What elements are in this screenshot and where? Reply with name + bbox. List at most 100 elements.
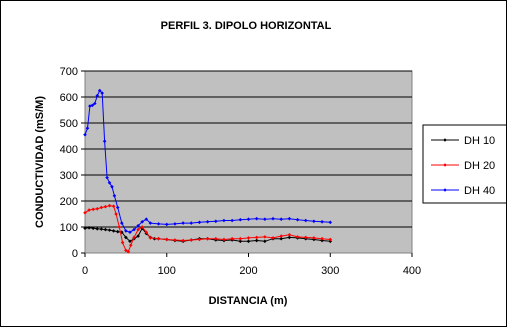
y-tick-label: 0 <box>72 248 78 260</box>
data-point-dh-20 <box>111 204 116 208</box>
data-point-dh-10 <box>263 239 267 244</box>
data-point-dh-10 <box>111 229 116 233</box>
data-point-dh-40 <box>97 88 102 93</box>
y-tick-label: 600 <box>60 92 78 104</box>
data-point-dh-40 <box>287 216 292 221</box>
x-tick-label: 200 <box>239 265 257 277</box>
y-tick-label: 400 <box>60 144 78 156</box>
data-point-dh-40 <box>312 219 316 224</box>
data-point-dh-20 <box>312 236 316 240</box>
x-tick-label: 100 <box>158 265 176 277</box>
data-point-dh-20 <box>136 227 140 232</box>
data-point-dh-40 <box>102 139 107 143</box>
data-point-dh-20 <box>140 225 145 229</box>
data-point-dh-10 <box>87 225 91 230</box>
data-point-dh-40 <box>95 93 100 98</box>
series-layer <box>83 88 333 254</box>
data-point-dh-40 <box>303 218 308 223</box>
y-tick-label: 300 <box>60 170 78 182</box>
data-point-dh-20 <box>117 225 122 229</box>
data-point-dh-20 <box>87 208 91 212</box>
data-point-dh-40 <box>105 175 109 180</box>
data-point-dh-20 <box>156 236 161 241</box>
legend: DH 10 DH 20 DH 40 <box>422 124 506 204</box>
data-point-dh-20 <box>254 235 259 240</box>
data-point-dh-20 <box>120 240 125 245</box>
data-point-dh-40 <box>115 205 120 210</box>
data-point-dh-10 <box>99 227 104 231</box>
data-point-dh-20 <box>197 237 202 242</box>
data-point-dh-40 <box>279 217 283 221</box>
data-point-dh-40 <box>197 220 202 225</box>
data-point-dh-10 <box>279 236 283 241</box>
data-point-dh-40 <box>222 218 226 223</box>
data-point-dh-40 <box>93 101 97 106</box>
data-point-dh-20 <box>320 236 324 241</box>
legend-label: DH 40 <box>464 185 495 197</box>
data-point-dh-10 <box>136 234 140 238</box>
y-tick-label: 500 <box>60 118 78 130</box>
data-point-dh-10 <box>128 239 132 244</box>
data-point-dh-40 <box>83 132 87 137</box>
data-point-dh-10 <box>95 227 100 231</box>
data-point-dh-20 <box>114 212 118 216</box>
data-point-dh-40 <box>320 220 324 224</box>
data-point-dh-20 <box>279 234 283 238</box>
legend-label: DH 10 <box>464 135 495 147</box>
data-point-dh-20 <box>238 236 243 241</box>
data-point-dh-40 <box>238 217 243 222</box>
data-point-dh-40 <box>140 220 145 224</box>
data-point-dh-20 <box>107 203 112 208</box>
data-point-dh-40 <box>90 103 95 108</box>
plot-area <box>84 70 413 254</box>
data-point-dh-10 <box>328 239 333 244</box>
y-axis-ticks: 0 100 200 300 400 500 600 700 <box>60 66 85 260</box>
data-point-dh-20 <box>173 238 177 242</box>
data-point-dh-10 <box>91 226 95 231</box>
data-point-dh-20 <box>189 238 194 242</box>
data-point-dh-20 <box>144 230 149 234</box>
data-point-dh-20 <box>303 235 308 240</box>
data-point-dh-40 <box>205 220 210 224</box>
data-point-dh-20 <box>214 236 218 241</box>
data-point-dh-20 <box>230 236 234 241</box>
x-axis-ticks: 0 100 200 300 400 <box>82 253 421 277</box>
data-point-dh-20 <box>83 210 87 215</box>
legend-swatch-marker <box>443 138 447 142</box>
data-point-dh-20 <box>95 207 100 211</box>
data-point-dh-40 <box>128 230 132 234</box>
data-point-dh-10 <box>238 239 243 244</box>
data-point-dh-10 <box>246 239 251 244</box>
data-point-dh-20 <box>263 235 267 239</box>
legend-item-dh-20: DH 20 <box>431 160 495 172</box>
data-point-dh-20 <box>99 205 104 210</box>
data-point-dh-20 <box>295 235 300 239</box>
x-axis-label: DISTANCIA (m) <box>209 295 288 307</box>
data-point-dh-20 <box>205 236 210 241</box>
data-point-dh-40 <box>189 221 194 225</box>
data-point-dh-10 <box>320 238 324 243</box>
data-point-dh-40 <box>181 221 185 225</box>
data-point-dh-20 <box>271 236 275 240</box>
data-point-dh-40 <box>136 223 140 228</box>
data-point-dh-40 <box>164 222 169 227</box>
x-tick-label: 0 <box>82 265 88 277</box>
data-point-dh-40 <box>246 217 251 221</box>
y-axis-label: CONDUCTIVIDAD (mS/M) <box>34 96 46 228</box>
data-point-dh-40 <box>112 194 117 198</box>
legend-swatch-marker <box>443 188 447 192</box>
data-point-dh-40 <box>119 221 124 225</box>
data-point-dh-20 <box>328 237 333 242</box>
data-point-dh-40 <box>100 91 104 95</box>
data-point-dh-20 <box>246 236 251 240</box>
data-point-dh-10 <box>83 226 87 231</box>
y-tick-label: 700 <box>60 66 78 78</box>
data-point-dh-20 <box>128 243 133 247</box>
data-point-dh-40 <box>295 217 300 222</box>
grid-lines <box>85 70 412 228</box>
data-point-dh-10 <box>287 235 292 240</box>
x-tick-label: 400 <box>403 265 421 277</box>
data-point-dh-40 <box>124 229 128 233</box>
